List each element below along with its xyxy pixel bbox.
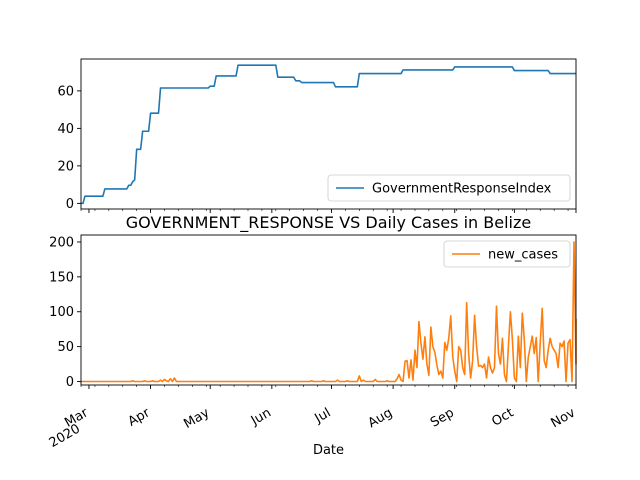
y-tick-label: 150 <box>49 270 74 285</box>
y-tick-label: 0 <box>66 197 74 212</box>
series-line-GovernmentResponseIndex <box>81 64 576 205</box>
y-tick-label: 200 <box>49 235 74 250</box>
series-line-new_cases <box>81 241 577 383</box>
legend: new_cases <box>443 240 571 268</box>
y-tick-label: 40 <box>57 122 74 137</box>
x-axis-title: Date <box>313 443 344 458</box>
y-tick-label: 100 <box>49 305 74 320</box>
legend: GovernmentResponseIndex <box>327 174 571 202</box>
y-tick-label: 50 <box>57 340 74 355</box>
plot-frame <box>80 234 577 386</box>
legend-box <box>327 174 571 202</box>
legend-entry: new_cases <box>488 248 558 263</box>
legend-entry: GovernmentResponseIndex <box>372 182 552 197</box>
y-tick-label: 20 <box>57 159 74 174</box>
chart-title: GOVERNMENT_RESPONSE VS Daily Cases in Be… <box>126 213 531 233</box>
panel-2: 0 50 100 150 200 new_cases <box>49 234 577 390</box>
y-tick-label: 60 <box>57 84 74 99</box>
y-tick-label: 0 <box>66 375 74 390</box>
legend-box <box>443 240 571 268</box>
panel-1: 0 20 40 60 GovernmentResponseIndex <box>57 58 577 213</box>
plot-frame <box>80 58 577 210</box>
x-tick-label: Jul <box>312 405 334 426</box>
